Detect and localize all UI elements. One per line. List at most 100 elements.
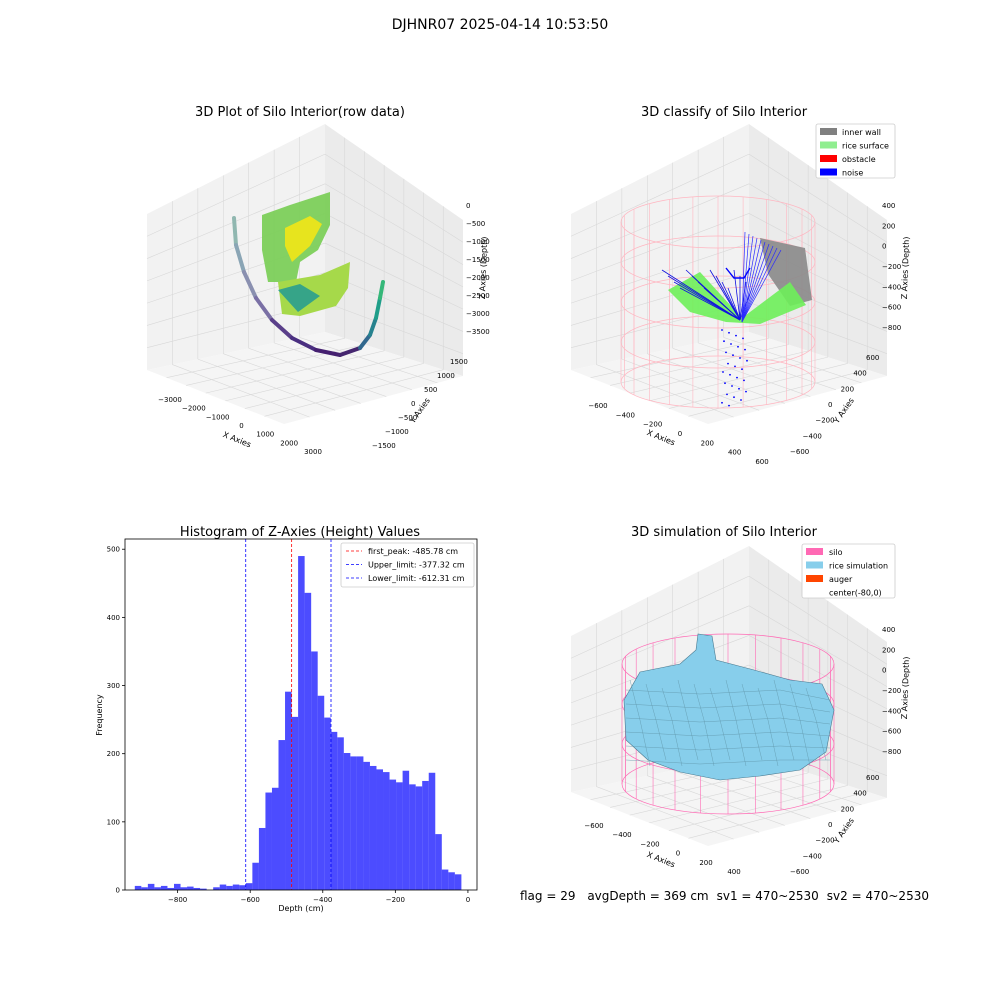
panel2-xtick-label: 200 [701,439,714,447]
legend-label: obstacle [842,155,876,164]
panel2-noise-point [731,385,733,387]
histogram-bar [376,769,384,890]
panel2-noise-point [733,396,735,399]
panel1-xtick-label: −3000 [158,396,182,404]
panel2-ytick-label: −600 [790,448,809,456]
panel2-noise-point [737,345,739,348]
grid-line [649,356,828,402]
panel1-scatter-arc [254,296,274,322]
grid-line [596,364,734,418]
panel2-noise-streak [715,275,741,321]
surface-mesh-line [805,687,827,761]
panel1-xtick-label: 3000 [304,448,322,456]
panel2-noise-point [724,382,726,385]
surface-mesh-line [709,687,731,761]
histogram-bar [232,884,240,890]
grid-line [244,363,424,409]
panel2-noise-streak [741,245,774,323]
panel4-ytick-label: 0 [828,821,832,829]
histogram-bar [454,874,462,890]
histogram-bar [298,556,305,890]
surface-mesh-line [625,759,830,765]
panel1-ztick-label: −1000 [466,238,490,246]
surface-mesh-line [625,731,831,737]
panel2-noise-point [734,365,736,368]
panel2-noise-point [721,329,723,331]
avg-depth-text: avgDepth = 369 cm [587,889,709,903]
legend-label: Lower_limit: -612.31 cm [368,574,465,583]
panel4-ztick-label: 0 [882,667,886,675]
panel1-scatter-arc [314,348,342,357]
grid-line [748,213,888,288]
histogram-bar [193,887,201,890]
panel4-ylabel: Y Axies [831,816,856,846]
panel1-scatter-highlight [285,216,322,262]
histogram-bar [435,834,442,890]
panel2-xtick-label: −600 [588,402,607,410]
panel1-ytick-label: 0 [411,400,415,408]
panel1-xlabel: X Axies [222,430,253,449]
panel2-noise-streak [721,281,741,321]
panel1-ytick-label: 500 [424,386,437,394]
panel2-noise-point [742,337,744,340]
panel2-ztick-label: 0 [882,243,886,251]
panel2-noise-streak [741,237,758,323]
legend-swatch [806,548,823,555]
panel1-scatter-arc [338,346,362,357]
histogram-bar [160,885,168,890]
panel2-ytick-label: 200 [841,385,854,393]
panel2-xtick-label: −400 [616,411,635,419]
sv2-text: sv2 = 470~2530 [826,889,929,903]
surface-mesh-line [661,687,683,767]
panel1-scatter-arc [242,270,258,300]
panel4-ytick-label: −400 [803,852,822,860]
panel2-noise-streak [741,233,750,323]
surface-mesh-line [789,683,811,767]
panel4-ztick-label: 400 [882,626,895,634]
panel2-ytick-label: 0 [828,401,832,409]
panel3-ytick-label: 400 [107,614,120,622]
grid-line [223,353,361,404]
legend-label: noise [842,169,863,178]
grid-line [205,350,385,394]
panel4-ytick-label: 200 [841,805,854,813]
grid-line [596,786,734,840]
panel4-ztick-label: −200 [882,687,901,695]
histogram-bar [409,784,416,890]
surface-mesh-line [625,717,831,725]
grid-line [647,353,785,404]
histogram-bar [350,756,357,890]
histogram-bar [134,885,142,890]
panel1-xtick-label: 1000 [256,431,274,439]
panel2-noise-point [736,376,738,379]
panel2-title: 3D classify of Silo Interior [641,105,808,120]
panel1-ztick-label: −3500 [466,328,490,336]
histogram-bar [258,827,266,890]
panel3-xtick-label: −400 [313,896,332,904]
panel1-xtick-label: −2000 [182,405,206,413]
panel1-ztick-label: −3000 [466,310,490,318]
panel2-noise-point [743,379,745,382]
grid-line [324,302,464,354]
panel3-title: Histogram of Z-Axies (Height) Values [180,525,420,540]
panel4-xtick-label: −400 [612,831,631,839]
panel2-noise-streak [741,239,762,323]
panel1-ytick-label: 1000 [437,372,455,380]
panel2-ytick-label: −200 [815,417,834,425]
panel4-ztick-label: −800 [882,748,901,756]
histogram-bar [304,592,312,890]
panel4-legend [801,543,896,599]
panel2-ytick-label: 600 [866,354,879,362]
grid-line [748,153,888,243]
panel2-noise-point [728,331,730,334]
panel3-ytick-label: 0 [116,887,120,895]
histogram-bar [141,887,148,890]
legend-swatch [806,575,823,582]
surface-mesh-line [625,703,831,713]
panel2-noise-point [740,399,742,401]
panel2-noise-point [723,340,725,343]
grid-line [274,342,412,390]
panel1-xtick-label: 2000 [280,439,298,447]
panel2-zlabel: Z Axies (Depth) [900,236,911,299]
histogram-bar [324,717,331,890]
